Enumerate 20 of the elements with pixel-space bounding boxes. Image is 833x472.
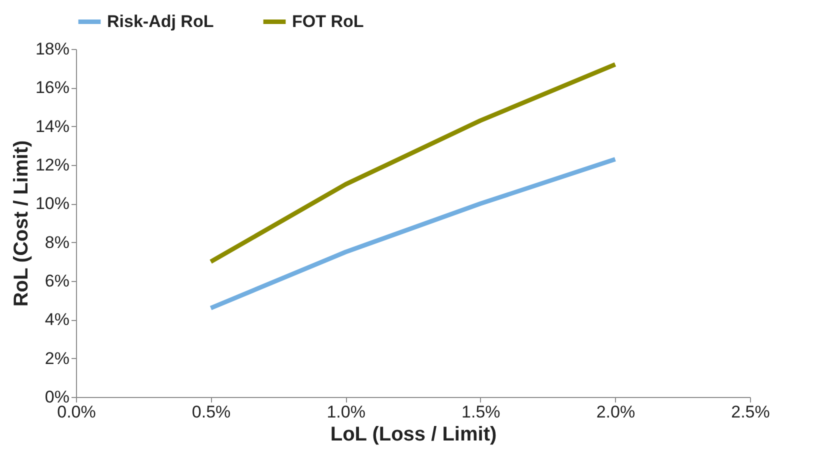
x-tick-label: 2.5% <box>731 402 770 422</box>
legend-label: FOT RoL <box>292 12 364 31</box>
y-axis-title: RoL (Cost / Limit) <box>10 140 32 307</box>
x-tick-label: 1.0% <box>326 402 366 422</box>
x-tick-label: 0.5% <box>192 402 231 422</box>
legend-label: Risk-Adj RoL <box>107 12 214 31</box>
y-tick-label: 14% <box>35 116 70 136</box>
x-axis-title: LoL (Loss / Limit) <box>330 424 497 446</box>
y-tick-label: 18% <box>35 40 70 58</box>
y-tick-label: 8% <box>44 232 70 252</box>
y-tick-label: 10% <box>35 194 70 214</box>
line-series <box>208 62 618 264</box>
y-tick-label: 2% <box>44 348 70 368</box>
y-tick-label: 12% <box>35 156 70 174</box>
x-tick-label: 1.5% <box>462 402 500 422</box>
line-series <box>208 156 618 310</box>
x-tick-label: 2.0% <box>596 402 636 422</box>
y-tick-label: 16% <box>35 78 70 98</box>
y-tick-label: 6% <box>44 272 70 290</box>
y-tick-label: 4% <box>44 310 70 330</box>
